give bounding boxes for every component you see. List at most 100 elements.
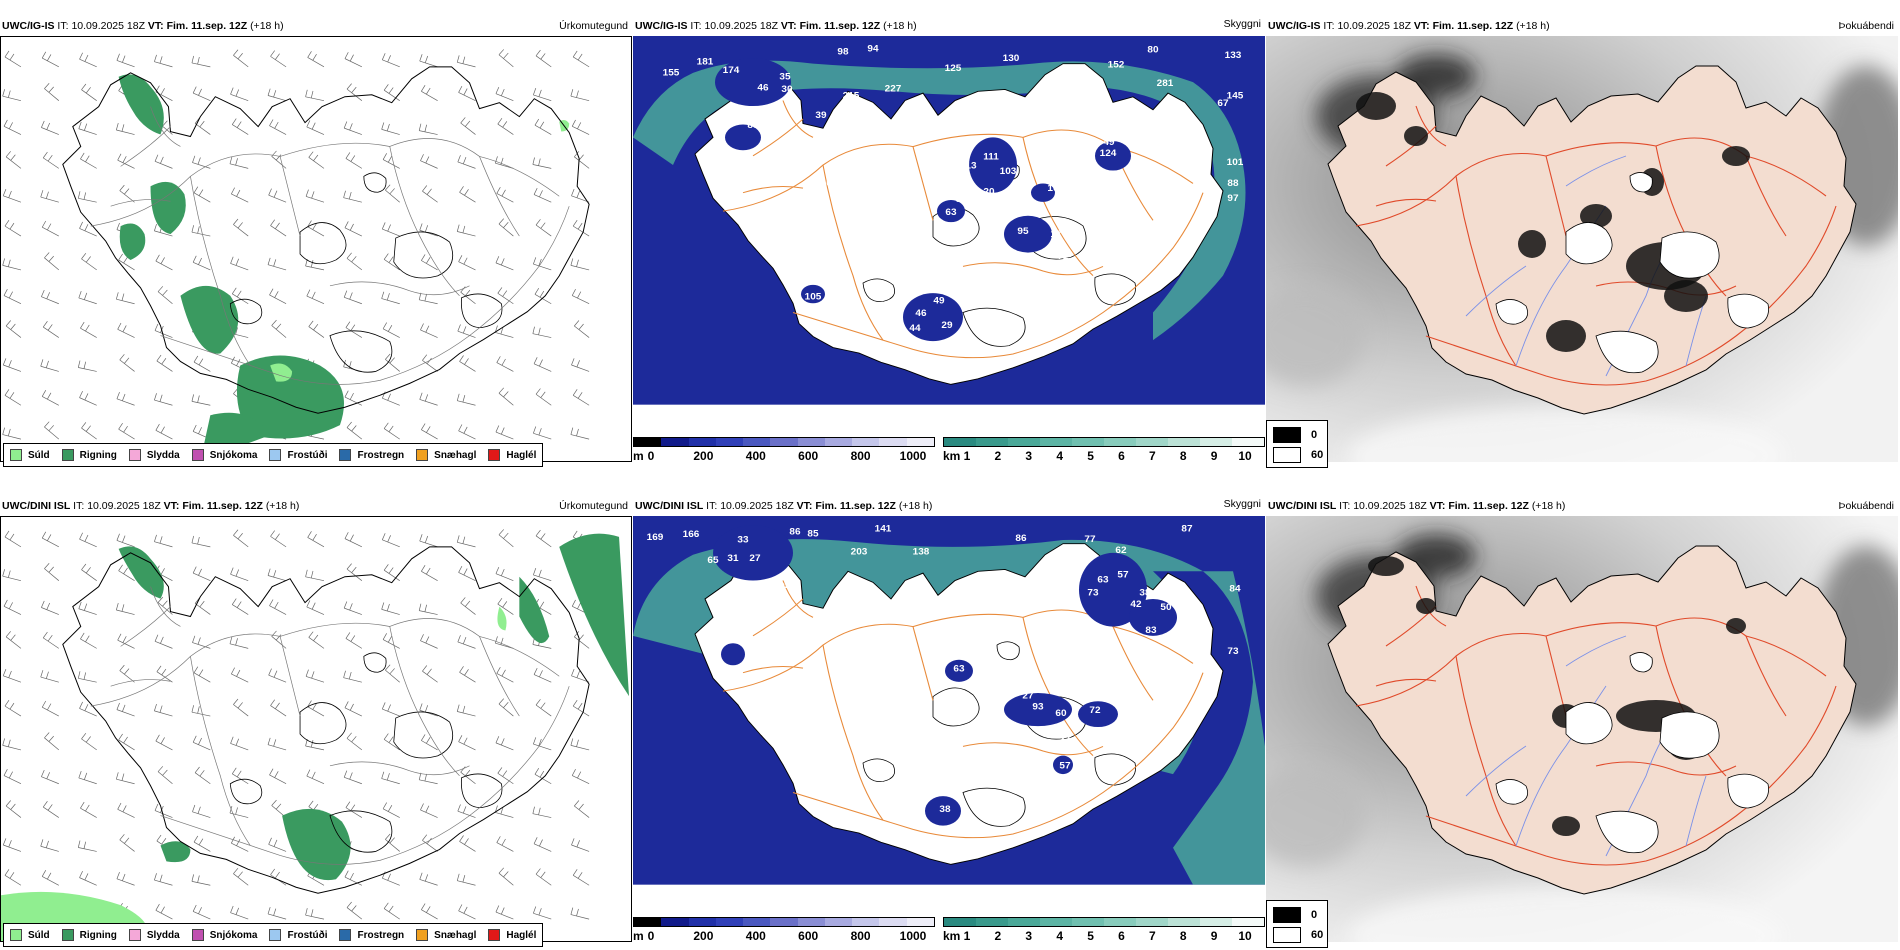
colorbar-tick: 0 [647,929,655,943]
glacier-outline [1595,330,1659,374]
wind-barb [346,901,363,920]
cloud-base-label: 83 [1145,625,1156,636]
low-cloud-blob [715,58,791,107]
cloud-base-label: 166 [683,530,700,541]
cloud-base-label: 133 [1225,50,1242,61]
colorbar-tick: 2 [994,929,1002,943]
wind-barb [346,732,363,751]
legend-item: Rigning [61,449,117,461]
wind-barb [574,800,590,818]
legend-label: Slydda [146,449,180,461]
wind-barb [269,288,287,305]
colorbar-tick: 7 [1148,449,1156,463]
fog-dark-spot [1726,618,1746,634]
wind-barb [41,120,59,135]
wind-barb [116,392,135,406]
wind-barb [44,732,60,751]
wind-barb [305,189,325,203]
colorbar-segment [1200,918,1232,926]
panel-title: Skyggni [1223,498,1261,510]
wind-barb [458,735,476,751]
colorbar-tick: 8 [1179,929,1187,943]
legend-swatch [269,449,282,461]
cloud-base-label: 10 [1117,707,1128,718]
wind-barb [571,838,590,852]
wind-barb [346,563,363,581]
legend-swatch [416,929,429,941]
cloud-base-label: 94 [867,44,879,55]
legend-item: Frostregn [339,449,404,461]
wind-barb [2,569,22,582]
wind-barb [535,49,552,68]
wind-barb [308,151,325,169]
legend-swatch [191,449,204,461]
low-cloud-blob [1078,701,1118,728]
fog-dark-spot [1518,230,1546,258]
visibility-map: 169 166 33 86 85 141 86 77 87 203 138 62 31 27 65 57 63 7… [633,516,1265,885]
cloud-base-label: 124 [1100,148,1117,159]
wind-barb [42,801,60,818]
low-cloud-blob [713,525,793,581]
wind-barb [305,669,325,683]
wind-barb [2,427,22,440]
wind-barb [345,632,363,649]
wind-barb [497,767,514,785]
road-line [160,206,570,385]
cloud-base-label: 67 [1217,98,1228,109]
cloud-base-label: 49 [933,296,944,307]
wind-barb [157,596,173,615]
cloud-base-label: 145 [1227,91,1244,102]
cloud-base-label: 72 [1057,251,1068,262]
wind-barb [574,320,590,338]
glacier-outline [393,231,453,279]
panel-title: Úrkomutegund [559,500,628,512]
road-line [1545,155,1567,237]
wind-barb [80,321,97,338]
cloud-base-label: 138 [913,547,930,558]
wind-barb [422,185,438,203]
colorbar-tick: 6 [1118,929,1125,943]
cloud-base-label: 169 [647,532,664,543]
wind-barb [79,871,97,886]
wind-barb [534,768,552,785]
road-line [1745,635,1787,717]
wind-barb [4,699,22,717]
colorbar-unit: m [633,449,644,463]
glacier-outline [329,810,393,853]
wind-barb [495,86,514,102]
wind-barb [422,665,438,683]
wind-barb [459,835,476,852]
fog-shade [1346,406,1786,462]
wind-barb [571,288,590,305]
colorbar-tick: 8 [1179,449,1187,463]
colorbar-segment [1168,438,1200,446]
colorbar-tick: 4 [1056,449,1063,463]
cloud-base-label: 63 [953,664,964,675]
colorbar-segment [944,438,976,446]
cloud-base-label: 16 [1047,183,1058,194]
wind-barb [344,221,363,237]
low-cloud-blob [945,659,973,682]
wind-barb [497,287,514,305]
wind-barb [494,805,514,818]
wind-barb [496,186,514,203]
colorbar-segment [688,918,716,926]
fog-dark-spot [1722,146,1750,166]
wind-barb [191,394,211,406]
wind-barb [498,218,514,237]
wind-barb [381,533,400,548]
wind-barb [420,634,438,649]
wind-barb [231,767,249,785]
low-cloud-areas [713,525,1177,826]
cloud-base-label: 105 [805,292,822,303]
legend-item: Slydda [128,449,180,461]
wind-barb [77,671,97,683]
wind-barb [231,598,249,615]
glacier-outline [1565,702,1613,745]
wind-barb [383,253,400,271]
cloud-base-label: 97 [1227,193,1238,204]
road-line [479,156,520,237]
cloud-base-label: 34 [779,582,791,593]
wind-barb [81,563,97,581]
